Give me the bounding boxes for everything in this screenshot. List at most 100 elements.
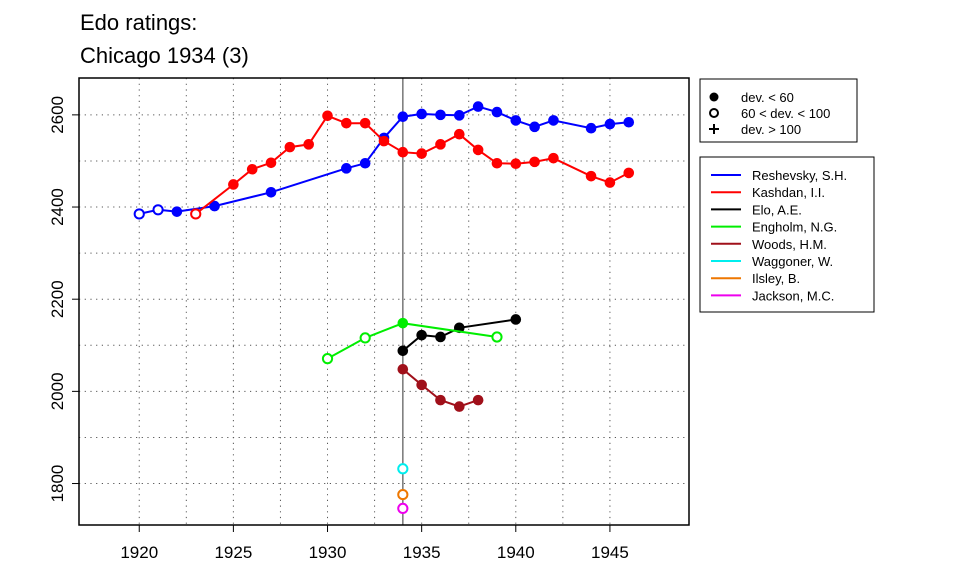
data-point: [604, 177, 616, 188]
axes: 1920 1925 1930 1935 1940 1945 1800 2000 2200 2400…: [48, 96, 629, 562]
data-point: [209, 200, 220, 212]
marker-legend-label: dev. < 60: [741, 90, 794, 105]
data-point: [416, 108, 427, 120]
data-point: [454, 401, 465, 412]
data-point: [359, 157, 371, 169]
data-point: [397, 111, 409, 123]
data-point: [341, 117, 352, 129]
series-legend-label: Elo, A.E.: [752, 202, 802, 217]
chart-title-line-1: Edo ratings:: [80, 10, 197, 35]
data-point: [472, 144, 484, 156]
series-2: [397, 314, 522, 357]
series-legend: Reshevsky, S.H. Kashdan, I.I. Elo, A.E. Eng…: [699, 156, 875, 313]
series-6: [397, 488, 409, 501]
data-point: [321, 353, 334, 365]
data-point: [303, 139, 314, 150]
data-point: [454, 128, 465, 140]
series: [133, 101, 635, 515]
data-point: [510, 314, 522, 325]
data-point: [359, 117, 371, 129]
series-legend-label: Ilsley, B.: [752, 271, 800, 286]
series-legend-label: Engholm, N.G.: [752, 220, 837, 235]
data-point: [435, 109, 446, 121]
y-tick-label: 1800: [48, 465, 67, 503]
y-tick-label: 2000: [48, 372, 67, 410]
data-point: [378, 135, 390, 147]
data-point: [341, 163, 352, 174]
series-line: [327, 322, 498, 360]
legend-plus-icon: [709, 124, 719, 134]
data-point: [435, 331, 446, 343]
data-point: [397, 345, 409, 357]
data-point: [435, 139, 446, 150]
data-point: [472, 101, 484, 112]
data-point: [491, 106, 503, 118]
data-point: [548, 115, 559, 126]
x-tick-label: 1945: [591, 543, 629, 562]
series-legend-box: [699, 156, 875, 313]
data-point: [416, 148, 427, 159]
data-point: [284, 141, 296, 153]
data-point: [397, 146, 409, 158]
series-legend-label: Kashdan, I.I.: [752, 185, 825, 200]
chart-title-line-2: Chicago 1934 (3): [80, 43, 249, 68]
x-tick-label: 1920: [120, 543, 158, 562]
data-point: [491, 331, 503, 343]
series-legend-label: Jackson, M.C.: [752, 288, 834, 303]
data-point: [491, 157, 503, 169]
data-point: [265, 186, 277, 198]
series-legend-label: Waggoner, W.: [752, 254, 833, 269]
y-tick-label: 2600: [48, 96, 67, 134]
data-point: [585, 122, 597, 134]
data-point: [416, 329, 427, 341]
marker-legend-box: [699, 78, 858, 143]
data-point: [397, 317, 409, 329]
data-point: [529, 121, 540, 133]
data-point: [133, 208, 145, 220]
data-point: [510, 115, 522, 126]
data-point: [510, 158, 522, 170]
data-point: [359, 332, 371, 344]
data-point: [454, 110, 465, 121]
legend-open-circle-icon: [709, 108, 719, 118]
data-point: [322, 110, 333, 122]
data-point: [623, 116, 635, 128]
series-4: [397, 363, 484, 412]
data-point: [548, 152, 559, 164]
data-point: [604, 118, 616, 130]
marker-legend-label: dev. > 100: [741, 122, 801, 137]
data-point: [171, 206, 183, 217]
data-point: [529, 156, 540, 168]
data-point: [416, 379, 427, 391]
data-point: [397, 502, 409, 515]
data-point: [246, 163, 258, 175]
marker-legend-label: 60 < dev. < 100: [741, 106, 830, 121]
data-point: [265, 157, 277, 169]
x-tick-label: 1925: [214, 543, 252, 562]
x-tick-label: 1940: [497, 543, 535, 562]
data-point: [152, 204, 164, 216]
data-point: [623, 167, 635, 179]
data-point: [472, 394, 484, 406]
series-legend-label: Woods, H.M.: [752, 237, 827, 252]
series-1: [190, 110, 635, 220]
series-3: [321, 317, 503, 365]
series-7: [397, 502, 409, 515]
y-tick-label: 2400: [48, 188, 67, 226]
data-point: [397, 363, 409, 375]
x-tick-label: 1935: [403, 543, 441, 562]
series-legend-label: Reshevsky, S.H.: [752, 168, 847, 183]
data-point: [190, 208, 202, 220]
legend-filled-circle-icon: [709, 92, 719, 102]
series-5: [397, 463, 409, 475]
plot-frame: [78, 77, 690, 526]
data-point: [435, 394, 446, 406]
data-point: [585, 170, 597, 182]
series-line: [195, 114, 630, 215]
data-point: [397, 463, 409, 475]
data-point: [397, 488, 409, 501]
x-tick-label: 1930: [309, 543, 347, 562]
y-tick-label: 2200: [48, 280, 67, 318]
